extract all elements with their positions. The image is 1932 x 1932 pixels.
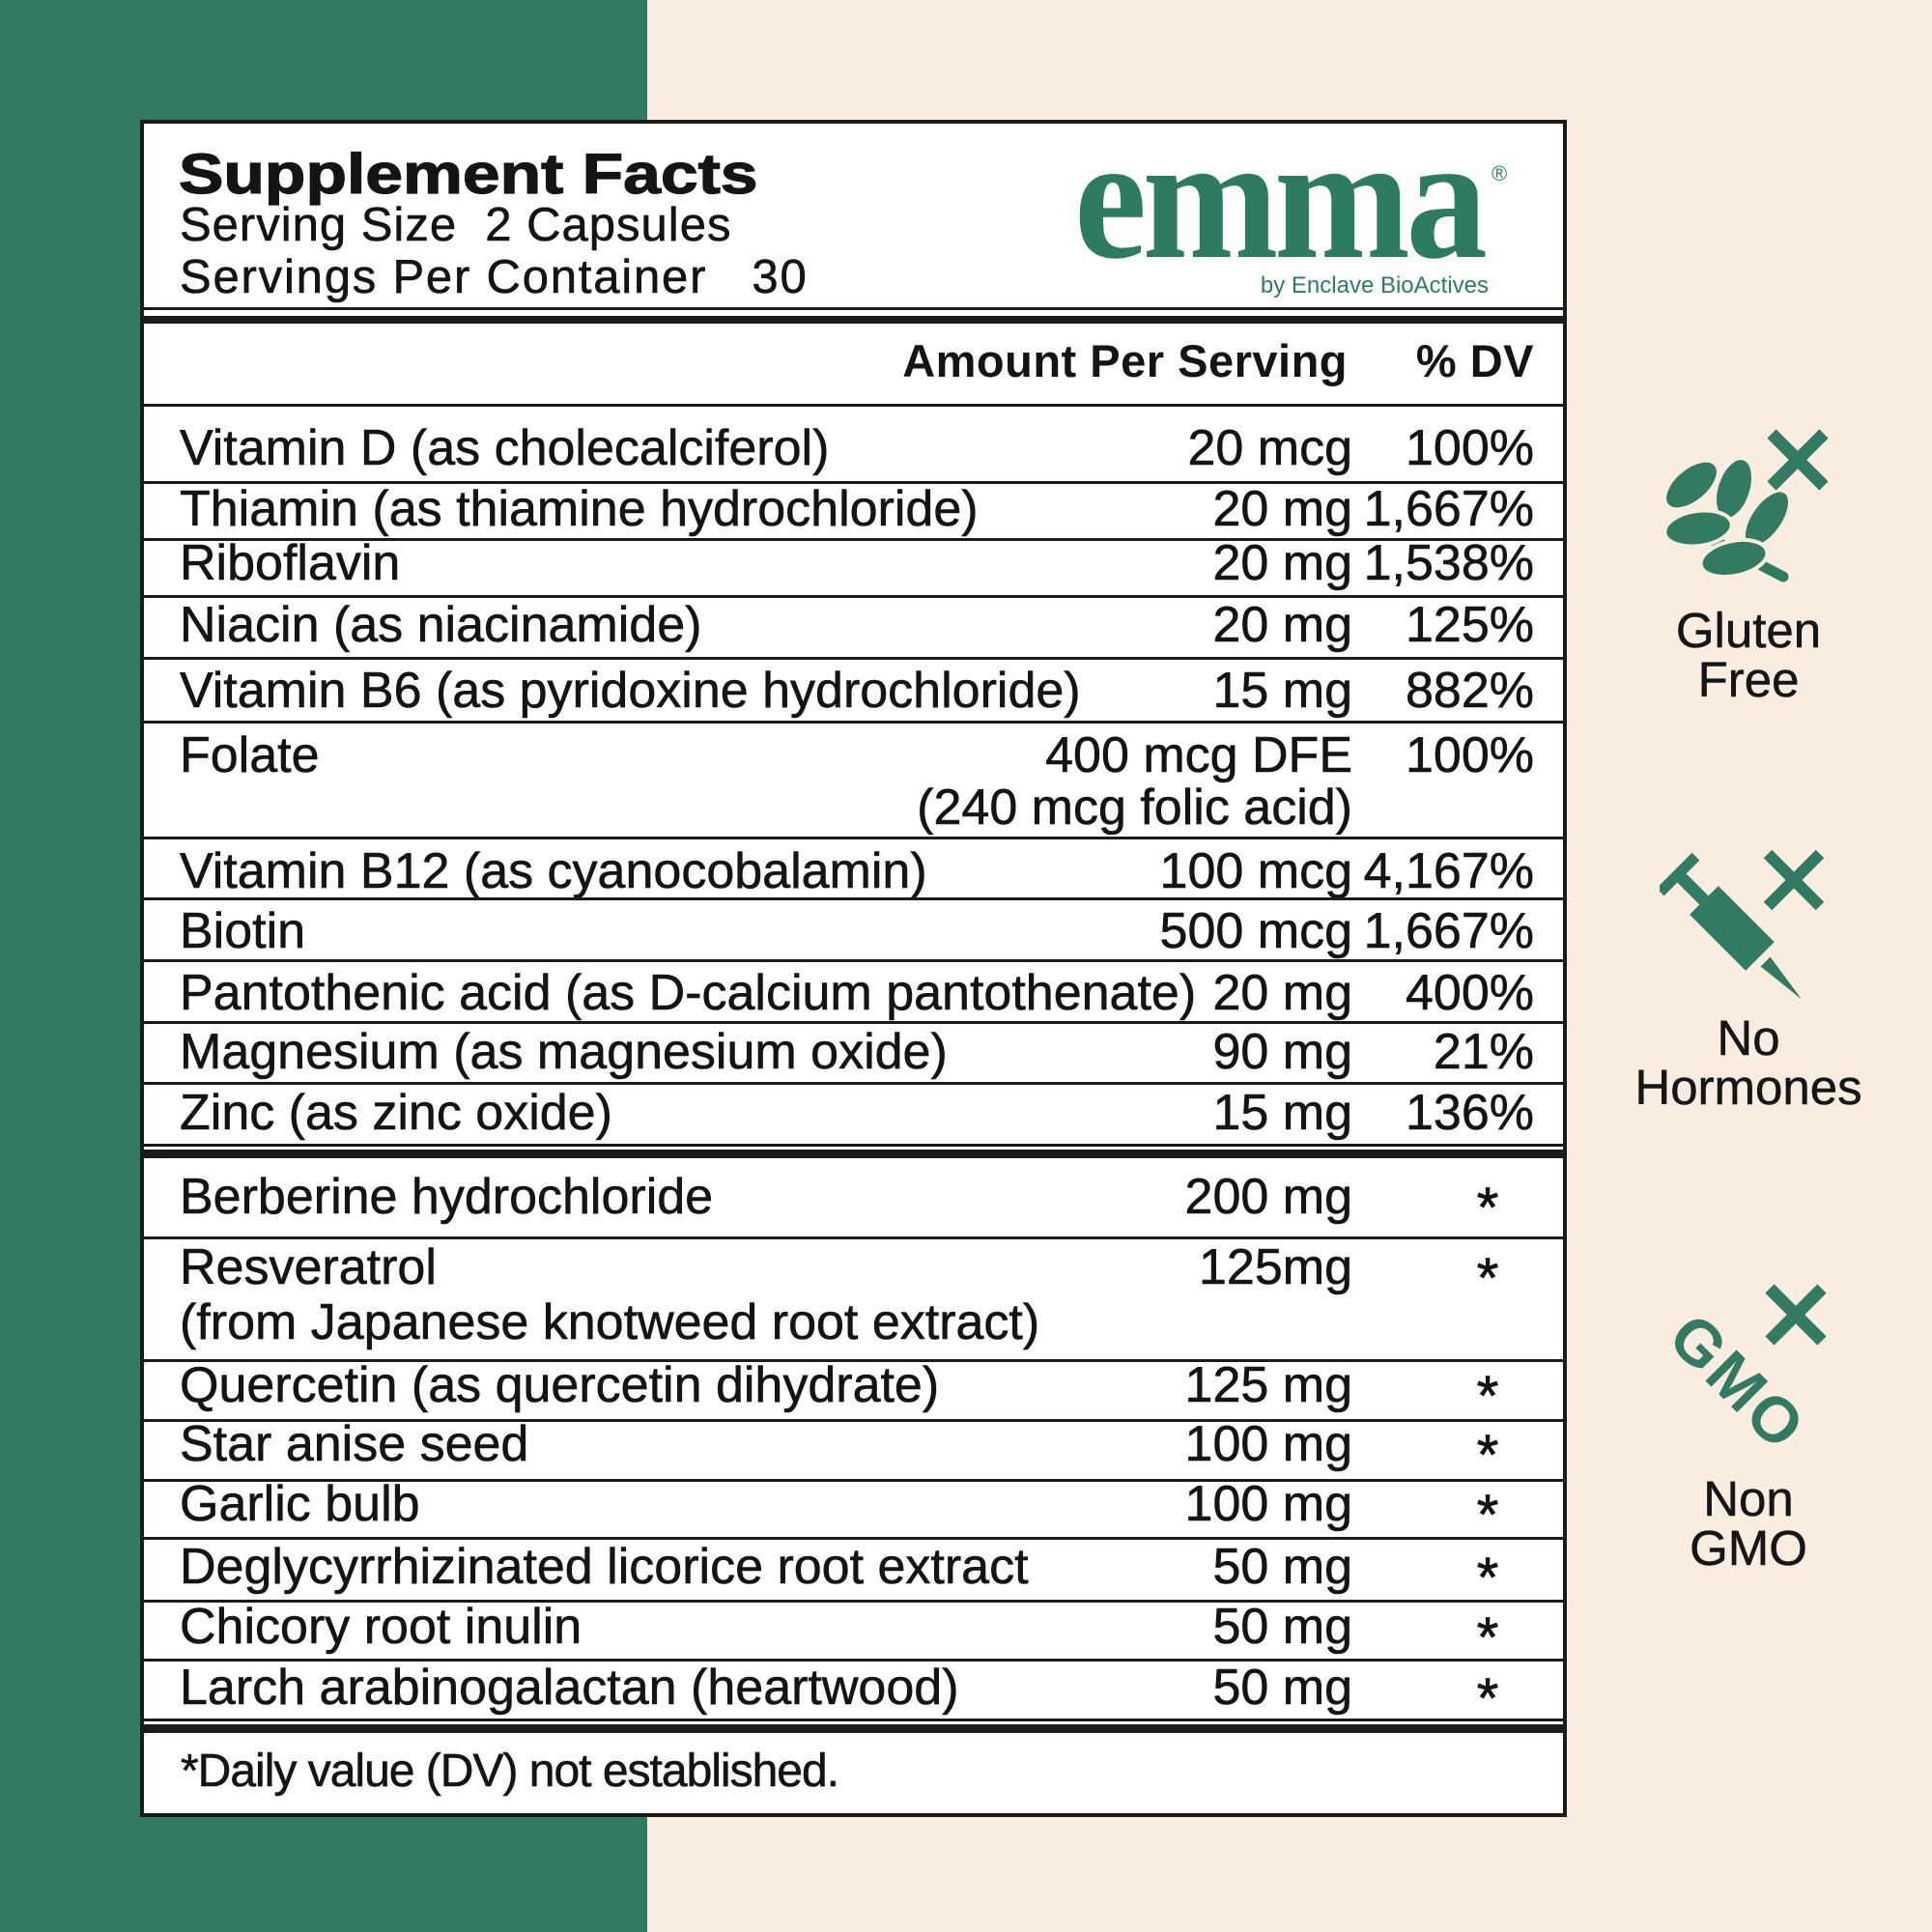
svg-text:GMO: GMO [1660,1300,1820,1464]
